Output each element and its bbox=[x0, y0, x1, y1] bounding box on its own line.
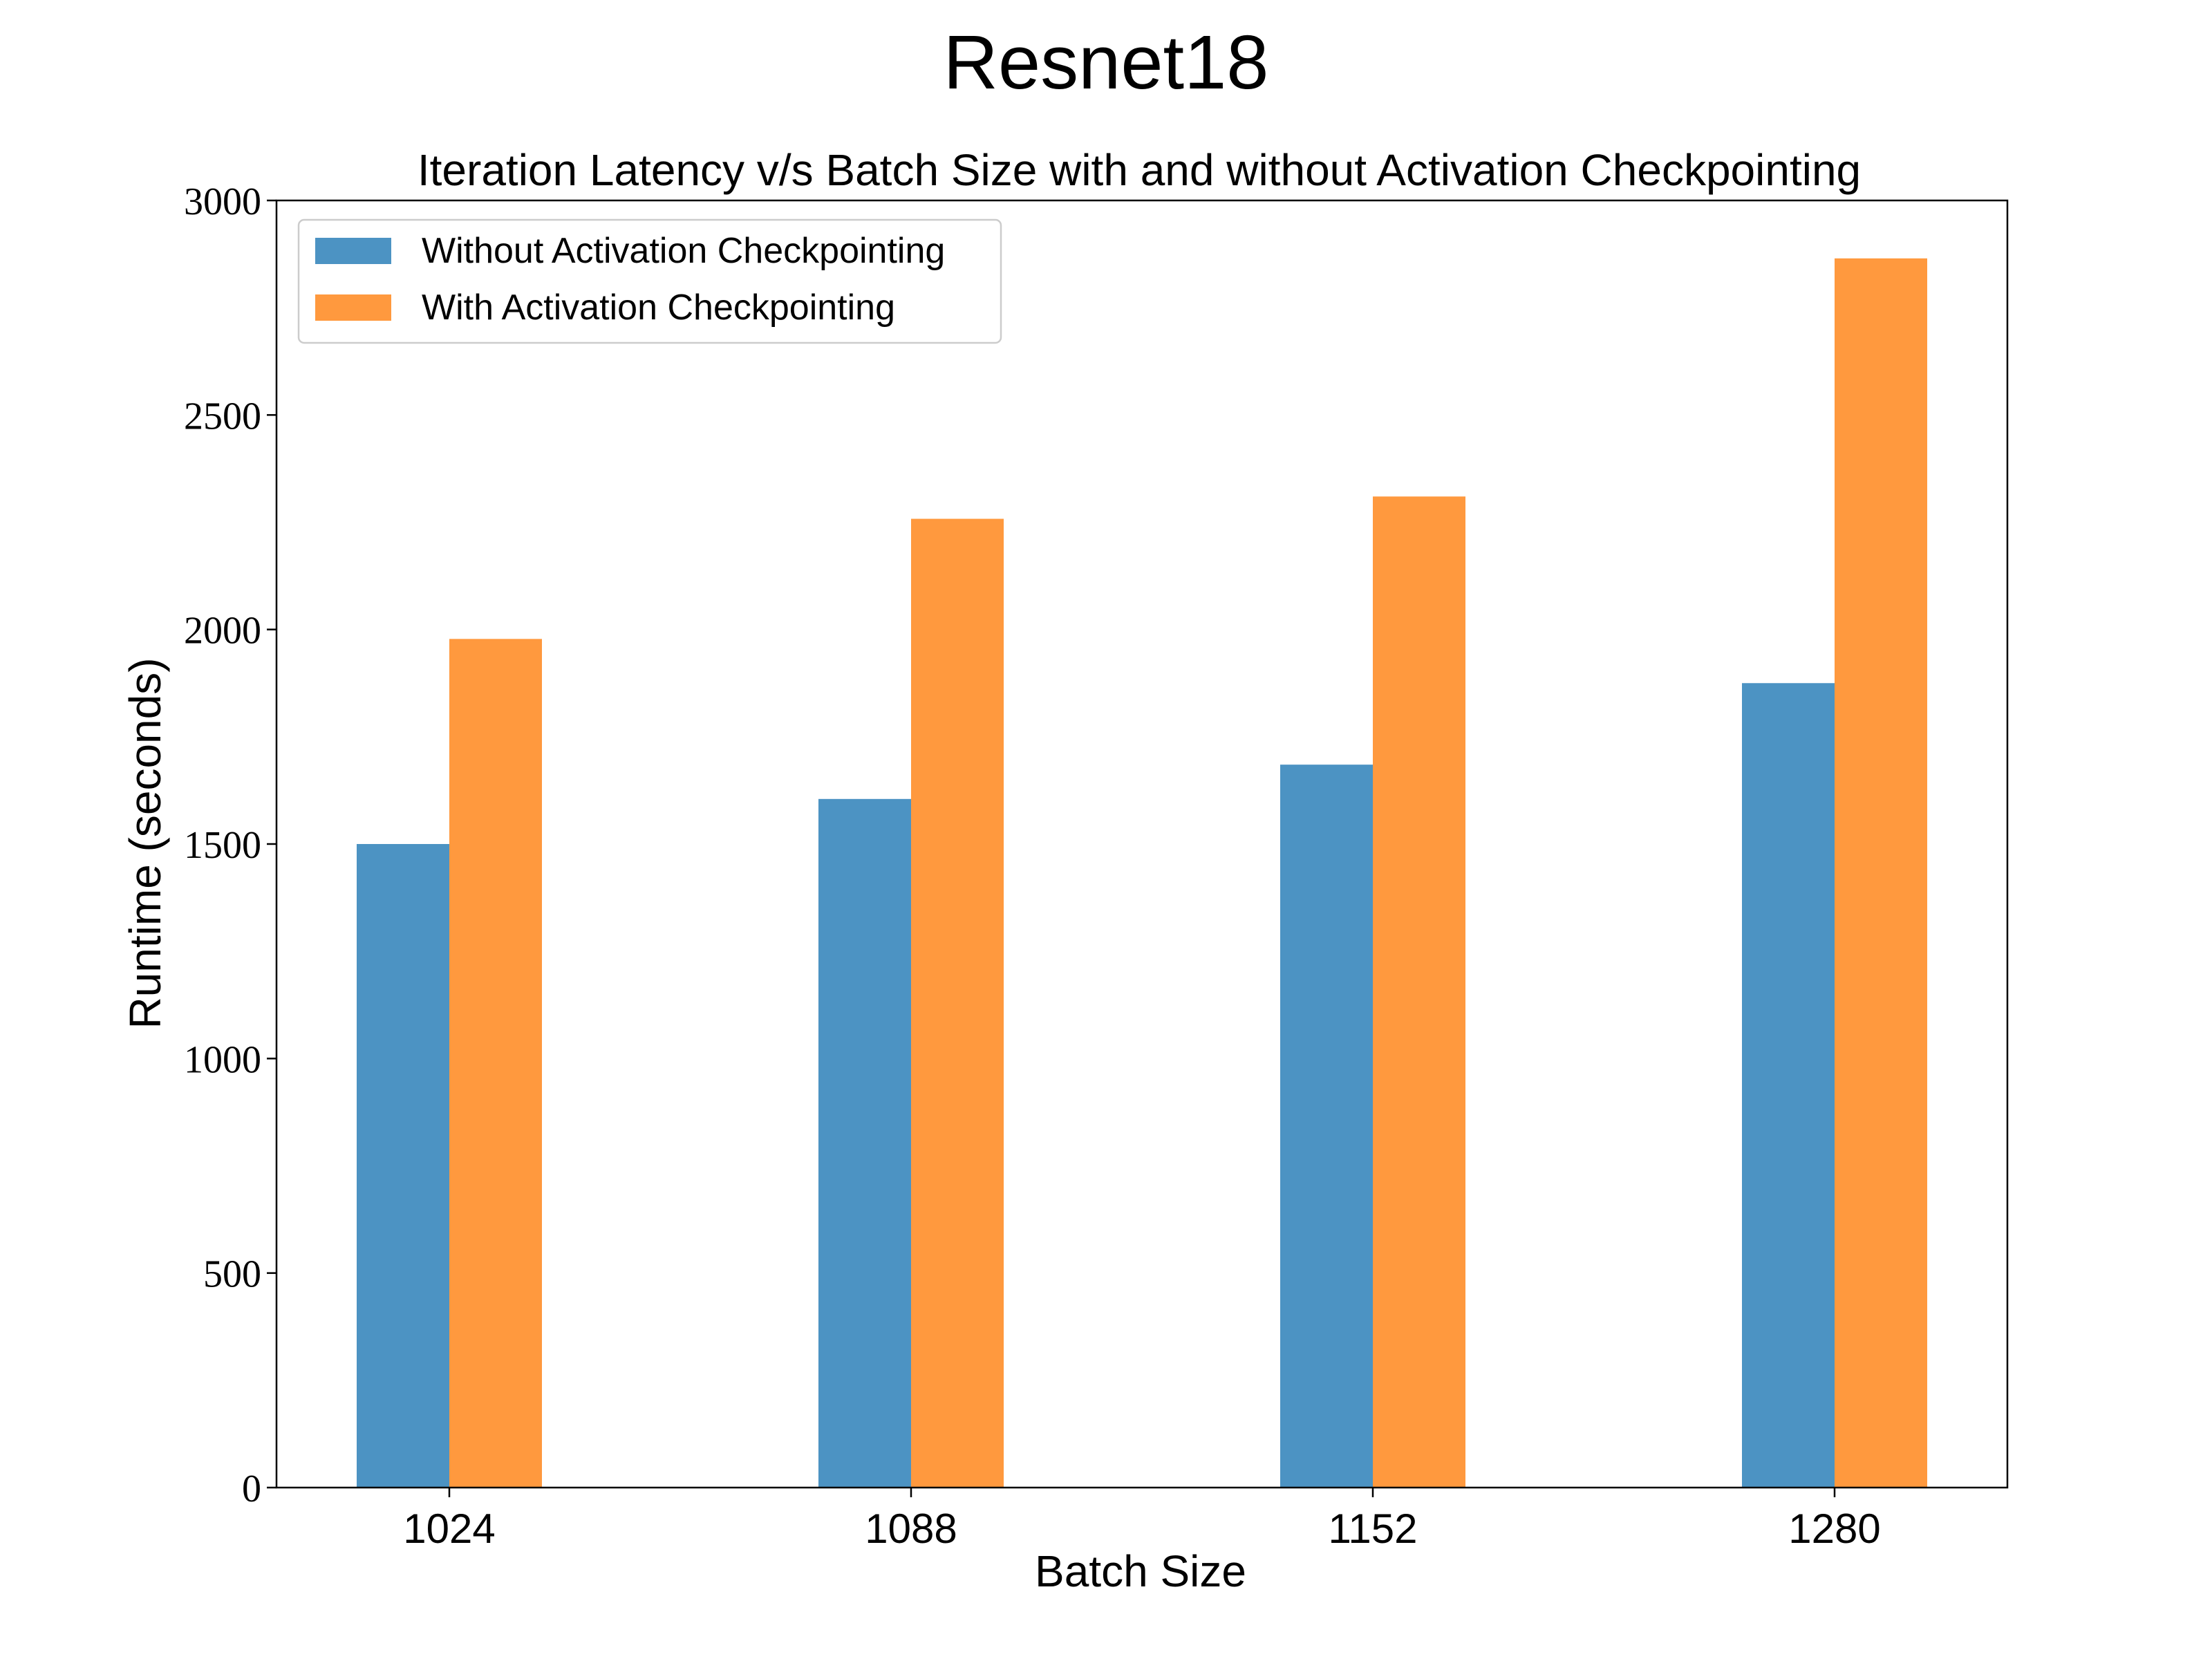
bar-with-1280 bbox=[1835, 258, 1927, 1488]
legend-label-with: With Activation Checkpointing bbox=[422, 288, 895, 328]
y-axis-label: Runtime (seconds) bbox=[120, 657, 170, 1029]
y-tick-label-1000: 1000 bbox=[184, 1038, 261, 1081]
x-tick-label-1280: 1280 bbox=[1788, 1506, 1880, 1552]
bar-without-1088 bbox=[818, 798, 911, 1488]
legend-swatch-without bbox=[315, 238, 391, 264]
legend-swatch-with bbox=[315, 294, 391, 321]
bar-without-1024 bbox=[357, 844, 449, 1488]
legend-frame bbox=[297, 218, 1002, 344]
figure-title: Resnet18 bbox=[944, 20, 1269, 105]
legend-label-without: Without Activation Checkpointing bbox=[422, 231, 945, 271]
y-tick-label-0: 0 bbox=[242, 1468, 261, 1510]
x-tick-label-1088: 1088 bbox=[865, 1506, 957, 1552]
y-tick-label-3000: 3000 bbox=[184, 180, 261, 223]
chart-title: Iteration Latency v/s Batch Size with an… bbox=[418, 145, 1861, 195]
bars-group bbox=[357, 258, 1927, 1488]
y-tick-label-2000: 2000 bbox=[184, 610, 261, 653]
x-axis-label: Batch Size bbox=[1035, 1546, 1246, 1596]
y-tick-label-1500: 1500 bbox=[184, 824, 261, 867]
x-axis-ticks: 1024 1088 1152 1280 bbox=[403, 1488, 1881, 1552]
plot-frame bbox=[275, 199, 2009, 1489]
bar-without-1152 bbox=[1280, 765, 1373, 1488]
y-axis-ticks: 0 500 1000 1500 2000 2500 3000 bbox=[184, 180, 276, 1510]
bar-with-1024 bbox=[449, 639, 542, 1488]
x-tick-label-1024: 1024 bbox=[403, 1506, 495, 1552]
legend: Without Activation Checkpointing With Ac… bbox=[297, 218, 1002, 344]
bar-with-1152 bbox=[1373, 496, 1465, 1488]
x-tick-label-1152: 1152 bbox=[1328, 1506, 1417, 1552]
bar-with-1088 bbox=[911, 518, 1004, 1488]
bar-without-1280 bbox=[1742, 683, 1835, 1488]
y-tick-label-500: 500 bbox=[203, 1253, 261, 1296]
y-tick-label-2500: 2500 bbox=[184, 395, 261, 438]
